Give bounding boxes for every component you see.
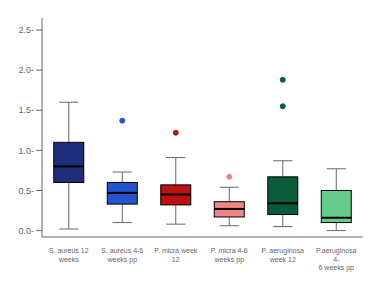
svg-text:2.0-: 2.0- (18, 65, 34, 75)
svg-text:0.5-: 0.5- (18, 186, 34, 196)
svg-text:1.5-: 1.5- (18, 105, 34, 115)
svg-text:P.aeruginosa4-6 weeks pp: P.aeruginosa4-6 weeks pp (316, 247, 356, 272)
svg-text:S. aureus 12weeks: S. aureus 12weeks (49, 247, 89, 263)
svg-text:1.0-: 1.0- (18, 146, 34, 156)
svg-text:2.5-: 2.5- (18, 25, 34, 35)
svg-text:0.0-: 0.0- (18, 226, 34, 236)
svg-text:P. aeruginosaweek 12: P. aeruginosaweek 12 (262, 247, 304, 263)
svg-text:P. micra week12: P. micra week12 (154, 247, 198, 263)
svg-text:P. micra 4-6weeks pp: P. micra 4-6weeks pp (211, 247, 248, 264)
svg-text:S. aureus 4-6weeks pp: S. aureus 4-6weeks pp (101, 247, 143, 264)
